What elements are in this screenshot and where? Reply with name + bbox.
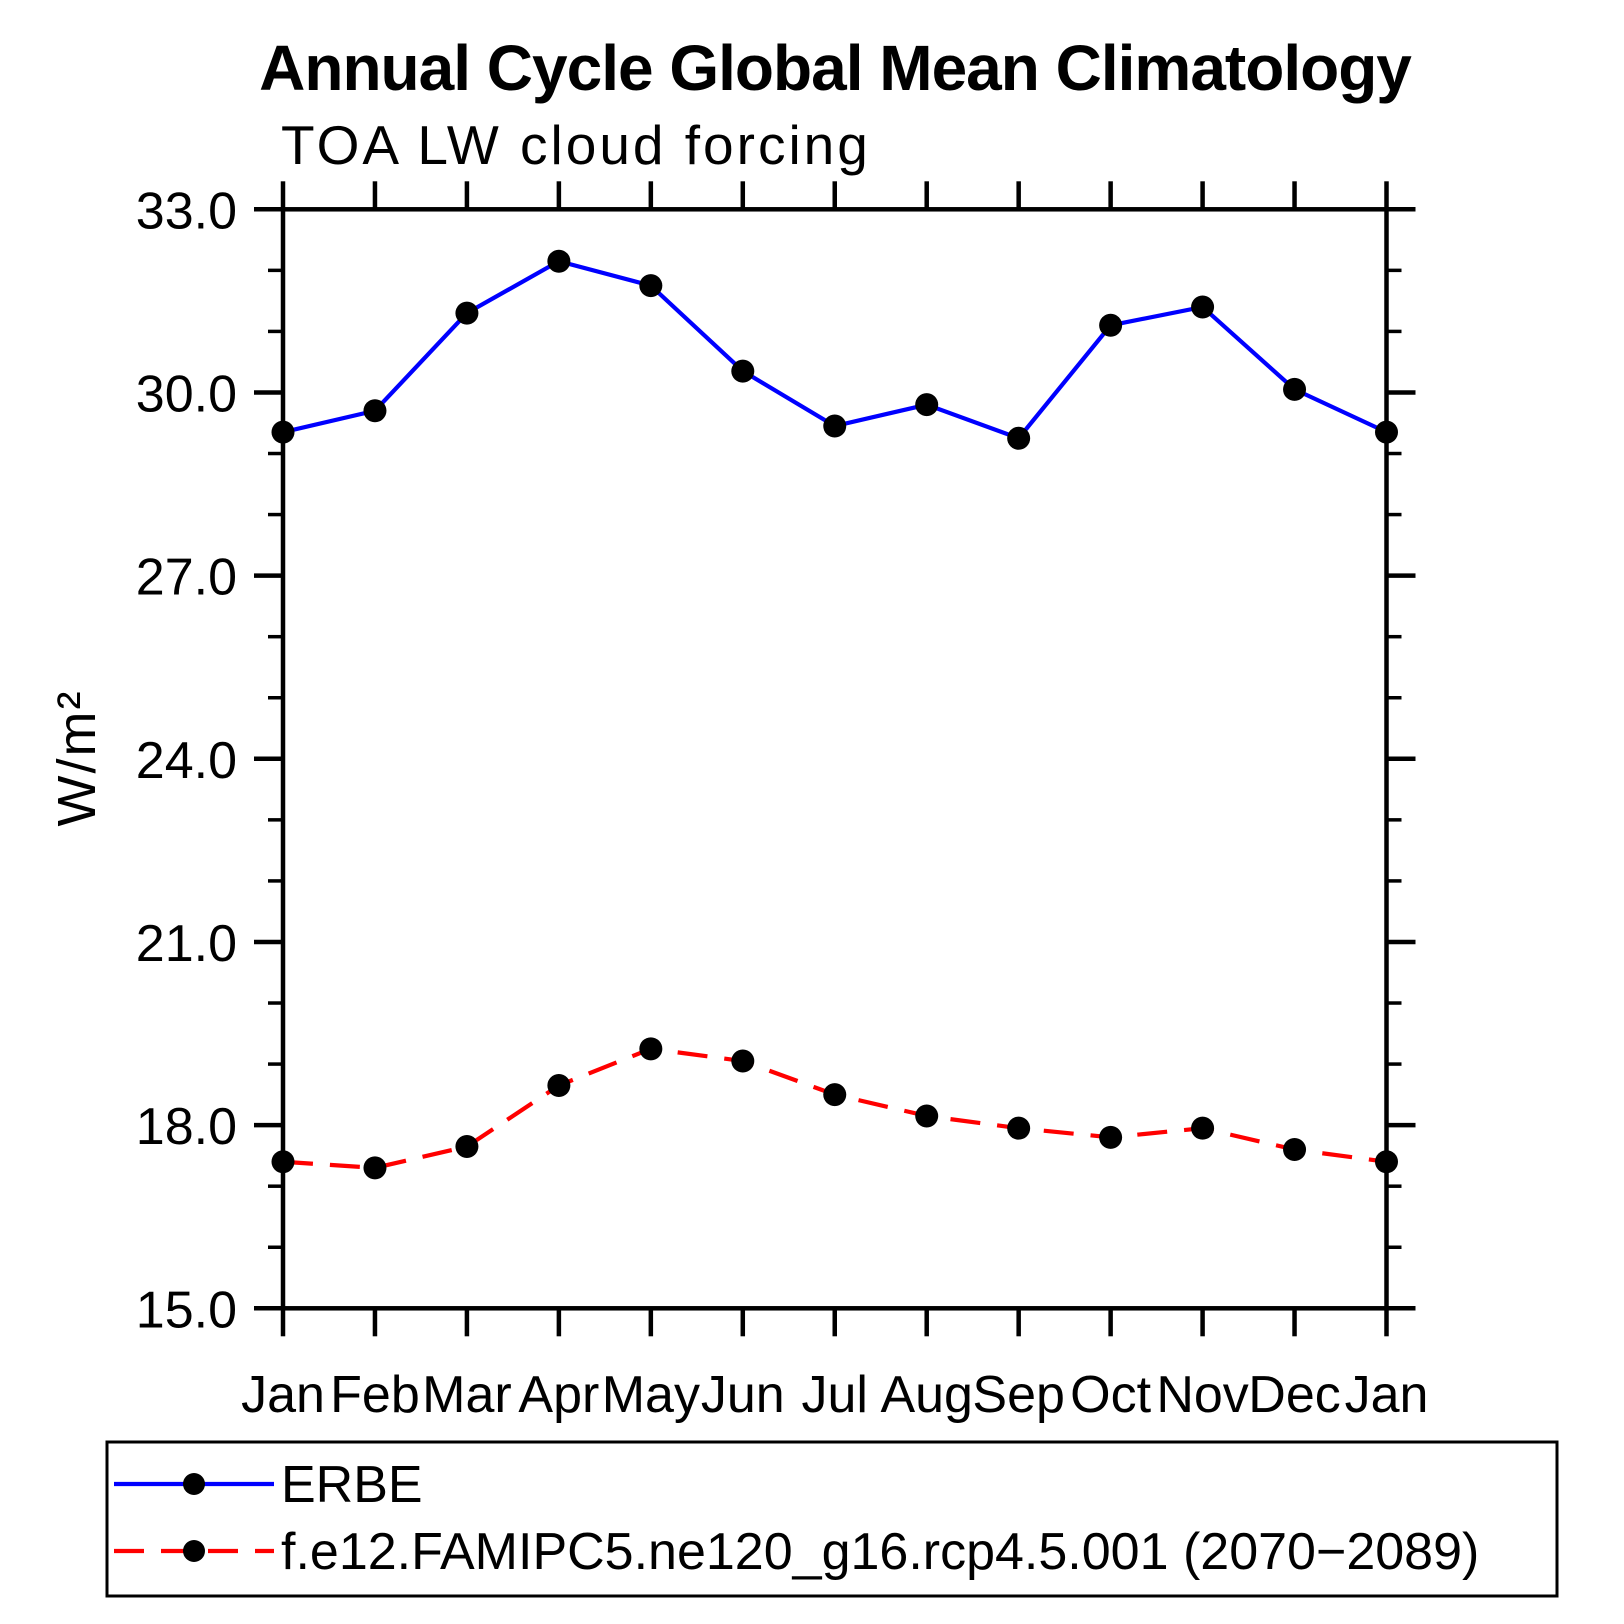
x-tick-label: Dec (1248, 1366, 1340, 1424)
x-tick-label: Jan (241, 1366, 325, 1424)
data-point-0-Sep (1007, 426, 1031, 450)
data-point-0-Aug (915, 393, 939, 417)
y-tick-label: 30.0 (136, 365, 237, 423)
x-tick-label: Sep (972, 1366, 1065, 1424)
data-point-0-Jun (731, 359, 755, 383)
data-point-0-Oct (1099, 313, 1123, 337)
data-point-1-Mar (455, 1135, 479, 1159)
x-tick-label: Apr (518, 1366, 599, 1424)
x-tick-label: Jan (1345, 1366, 1429, 1424)
y-tick-label: 21.0 (136, 915, 237, 973)
data-point-1-Jan (1375, 1150, 1398, 1174)
data-point-0-Mar (455, 301, 479, 325)
y-tick-label: 24.0 (136, 732, 237, 790)
chart-subtitle: TOA LW cloud forcing (281, 114, 871, 176)
x-tick-label: Oct (1070, 1366, 1151, 1424)
data-point-1-Sep (1007, 1116, 1031, 1140)
legend-label-erbe: ERBE (281, 1456, 423, 1514)
data-point-1-Jul (823, 1083, 847, 1107)
legend: ERBE f.e12.FAMIPC5.ne120_g16.rcp4.5.001 … (105, 1440, 1559, 1598)
data-point-0-Feb (363, 399, 387, 423)
x-tick-label: Nov (1156, 1366, 1248, 1424)
y-axis-unit-label: W/m² (47, 690, 107, 827)
legend-marker-erbe (183, 1473, 205, 1495)
y-tick-label: 27.0 (136, 549, 237, 607)
x-tick-label: Jun (701, 1366, 785, 1424)
data-point-1-Dec (1283, 1138, 1307, 1162)
data-point-0-May (639, 274, 663, 298)
legend-marker-model (183, 1540, 205, 1562)
x-tick-label: Jul (802, 1366, 868, 1424)
data-point-1-Oct (1099, 1125, 1123, 1149)
data-point-1-Feb (363, 1156, 387, 1180)
legend-label-model: f.e12.FAMIPC5.ne120_g16.rcp4.5.001 (2070… (281, 1523, 1479, 1581)
data-point-1-Jan (271, 1150, 295, 1174)
data-point-1-Nov (1191, 1116, 1215, 1140)
data-point-0-Nov (1191, 295, 1215, 319)
data-point-0-Jul (823, 414, 847, 438)
data-point-0-Apr (547, 249, 571, 273)
data-point-1-Jun (731, 1049, 755, 1073)
y-tick-label: 15.0 (136, 1281, 237, 1339)
series-line-0 (282, 258, 1388, 441)
plot-frame (280, 207, 1389, 1311)
series-line-1 (282, 1046, 1387, 1170)
data-point-0-Dec (1283, 377, 1307, 401)
data-point-0-Jan (271, 420, 295, 444)
x-tick-label: Feb (330, 1366, 420, 1424)
x-tick-label: Aug (880, 1366, 973, 1424)
y-tick-label: 33.0 (136, 182, 237, 240)
x-tick-label: May (602, 1366, 700, 1424)
x-tick-label: Mar (422, 1366, 512, 1424)
data-point-0-Jan (1375, 420, 1398, 444)
chart-title: Annual Cycle Global Mean Climatology (259, 32, 1412, 104)
data-point-1-Aug (915, 1104, 939, 1128)
legend-box (105, 1440, 1559, 1598)
data-point-1-May (639, 1037, 663, 1061)
data-point-1-Apr (547, 1073, 571, 1097)
y-tick-label: 18.0 (136, 1098, 237, 1156)
